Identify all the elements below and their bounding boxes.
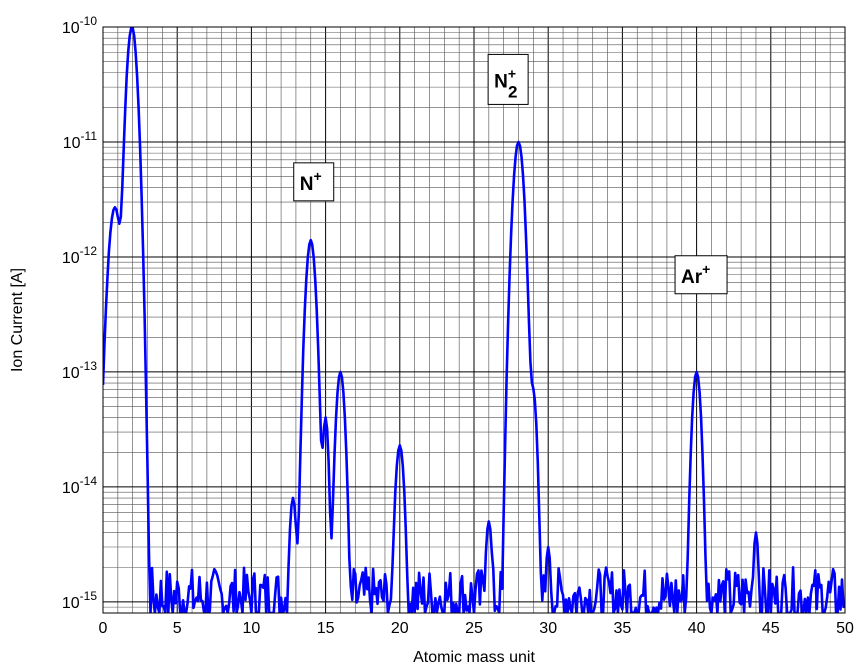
annotation-label: N+ [300,168,322,195]
y-tick-label: 10-11 [63,129,98,152]
x-tick-label: 45 [762,620,780,637]
y-tick-label: 10-14 [62,474,97,497]
x-tick-label: 30 [539,620,557,637]
y-tick-label: 10-15 [62,589,97,612]
y-tick-label: 10-13 [62,359,97,382]
x-axis-label: Atomic mass unit [413,649,535,666]
x-tick-label: 25 [465,620,483,637]
annotation-box [674,255,728,295]
y-tick-labels: 10-15 10-14 10-13 10-12 10-11 10-10 [62,14,97,612]
x-tick-label: 20 [391,620,409,637]
peak-annotations: N+ N+ 2 Ar+ [293,53,728,295]
annotation-box [487,53,529,105]
x-tick-label: 10 [243,620,261,637]
annotation-label: Ar+ [681,261,710,288]
y-tick-label: 10-10 [62,14,97,37]
x-tick-label: 5 [173,620,182,637]
x-tick-label: 35 [614,620,632,637]
plot-frame [102,26,846,614]
x-tick-labels: 0 5 10 15 20 25 30 35 40 45 50 [99,620,854,637]
annotation-label: N+ 2 [494,65,517,101]
series-line [103,27,845,613]
y-tick-label: 10-12 [62,244,97,267]
x-tick-label: 40 [688,620,706,637]
x-tick-label: 15 [317,620,335,637]
x-tick-label: 50 [836,620,854,637]
y-axis-label: Ion Current [A] [9,268,26,372]
x-tick-label: 0 [99,620,108,637]
data-series [103,27,845,613]
grid [103,27,845,613]
annotation-box [293,162,335,202]
